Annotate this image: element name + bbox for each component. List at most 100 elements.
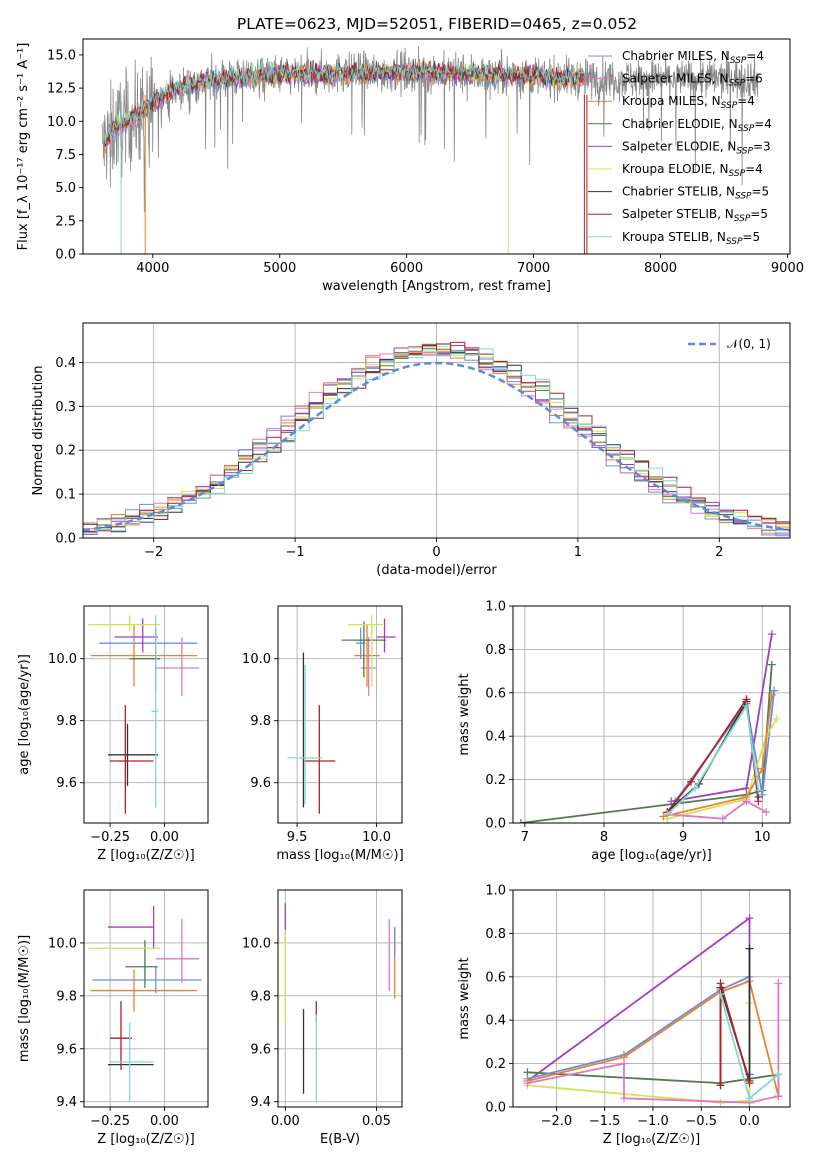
x-tick-label: 10.0 (362, 830, 391, 845)
x-tick-label: 10 (754, 830, 771, 845)
axes-frame (512, 605, 791, 824)
weight-series-line (527, 975, 751, 1081)
weight-point-marker (754, 786, 763, 795)
y-tick-label: 10.0 (48, 936, 77, 951)
errorbar-point (354, 624, 380, 687)
y-tick-label: 12.5 (47, 82, 76, 97)
axes-frame (83, 605, 209, 824)
y-tick-label: 0.6 (485, 970, 506, 985)
legend-entry: Salpeter ELODIE, NSSP=3 (622, 139, 771, 156)
x-tick-label: 9 (679, 830, 687, 845)
weight_vs_Z-plot-area (513, 890, 790, 1107)
y-tick-label: 9.8 (56, 714, 77, 729)
y-tick-label: 0.2 (485, 1057, 506, 1072)
axes-frame (83, 889, 209, 1108)
weight-point-marker (619, 1059, 628, 1068)
y-tick-label: 9.6 (250, 1042, 271, 1057)
weight-series-line (667, 718, 778, 820)
mass_vs_Z-axes: −0.25 0.00 9.4 9.6 9.8 10.0 Z [log₁₀(Z/Z☉)] mas… (17, 889, 209, 1147)
y-tick-label: 9.4 (250, 1095, 271, 1110)
weight-point-marker (774, 1092, 783, 1101)
weight-series-line (666, 703, 760, 815)
y-tick-label: 9.8 (250, 989, 271, 1004)
x-tick-label: 8 (600, 830, 608, 845)
y-tick-label: 0.2 (485, 773, 506, 788)
y-tick-label: 5.0 (55, 181, 76, 196)
weight-point-marker (767, 660, 776, 669)
spectrum-plot-area (101, 46, 759, 254)
y-tick-label: 0.4 (485, 1014, 506, 1029)
weight-point-marker (767, 690, 776, 699)
weight-point-marker (745, 944, 754, 953)
age_vs_mass-plot-area (278, 606, 402, 823)
weight_vs_Z-axes: −2.0 −1.5 −1.0 −0.5 0.0 0.0 0.2 0.4 0.6 0.8 1.0 Z [… (457, 884, 791, 1147)
weight-point-marker (745, 914, 754, 923)
axes-frame (277, 605, 403, 824)
weight-point-marker (687, 777, 696, 786)
legend-entry: Chabrier ELODIE, NSSP=4 (622, 117, 772, 134)
weight-point-marker (659, 812, 668, 821)
y-tick-label: 10.0 (242, 936, 271, 951)
y-tick-label: 7.5 (55, 148, 76, 163)
weight-point-marker (663, 810, 672, 819)
spectrum-axes: 4000 5000 6000 7000 8000 9000 0.0 2.5 5.0 7.5 10.0… (16, 38, 804, 294)
errorbar-point (360, 637, 377, 696)
y-axis-label: mass weight (457, 673, 472, 755)
errorbar-point (376, 618, 396, 653)
mass_vs_Z-plot-area (84, 890, 208, 1107)
weight-point-marker (742, 797, 751, 806)
histogram-step (83, 348, 790, 534)
x-tick-label: 2 (715, 545, 723, 560)
weight-series-line (527, 1002, 751, 1104)
x-tick-label: 9000 (771, 261, 804, 276)
spectrum-legend: Chabrier MILES, NSSP=4 Salpeter MILES, NS… (588, 49, 772, 247)
errorbar-point (88, 615, 161, 631)
y-tick-label: 0.4 (55, 356, 76, 371)
y-axis-label: mass weight (457, 957, 472, 1039)
errorbar-point (107, 723, 158, 786)
x-tick-label: −1.0 (637, 1114, 669, 1129)
x-tick-label: 0.00 (150, 1114, 179, 1129)
x-tick-label: −1.5 (589, 1114, 621, 1129)
y-tick-label: 10.0 (242, 652, 271, 667)
x-axis-label: Z [log₁₀(Z/Z☉)] (97, 848, 194, 863)
legend-entry: Kroupa STELIB, NSSP=5 (622, 230, 760, 247)
errorbar-point (110, 705, 154, 814)
y-tick-label: 0.0 (485, 817, 506, 832)
x-tick-label: −0.5 (685, 1114, 717, 1129)
mass_vs_EBV-axes: 0.00 0.05 9.4 9.6 9.8 10.0 E(B-V) (242, 889, 403, 1147)
errorbar-point (287, 664, 323, 805)
x-axis-label: age [log₁₀(age/yr)] (591, 848, 712, 863)
errorbar-point (92, 966, 202, 994)
x-axis-label: mass [log₁₀(M/M☉)] (276, 848, 403, 863)
x-tick-label: 9.5 (287, 830, 308, 845)
y-tick-label: 1.0 (485, 884, 506, 899)
weight-point-marker (762, 808, 771, 817)
weight-point-marker (691, 784, 700, 793)
weight-series-line (719, 983, 751, 1086)
y-tick-label: 9.6 (250, 776, 271, 791)
weight_vs_age-plot-area (513, 606, 790, 823)
model-spectrum-line (104, 58, 585, 147)
y-tick-label: 0.0 (55, 248, 76, 263)
y-tick-label: 0.4 (485, 730, 506, 745)
errorbar-point (114, 618, 158, 653)
x-axis-label: wavelength [Angstrom, rest frame] (322, 279, 551, 294)
y-tick-label: 9.6 (56, 776, 77, 791)
errorbar-point (303, 705, 336, 814)
model-spectrum-line (104, 60, 585, 144)
errorbar-point (151, 615, 158, 808)
axes-frame (277, 889, 403, 1108)
x-tick-label: 6000 (390, 261, 423, 276)
weight-series-line (719, 948, 751, 1086)
x-tick-label: 7000 (517, 261, 550, 276)
residuals-plot-area (83, 323, 790, 538)
normal-reference-curve (83, 361, 790, 532)
residuals-axes: −2 −1 0 1 2 0.0 0.1 0.2 0.3 0.4 (data-model)/error… (31, 322, 791, 578)
weight-point-marker (745, 1079, 754, 1088)
age_vs_mass-axes: 9.5 10.0 9.6 9.8 10.0 mass [log₁₀(M/M☉)] (242, 605, 404, 863)
weight-point-marker (716, 1081, 725, 1090)
errorbar-point (90, 969, 198, 1012)
histogram-step (83, 341, 790, 532)
